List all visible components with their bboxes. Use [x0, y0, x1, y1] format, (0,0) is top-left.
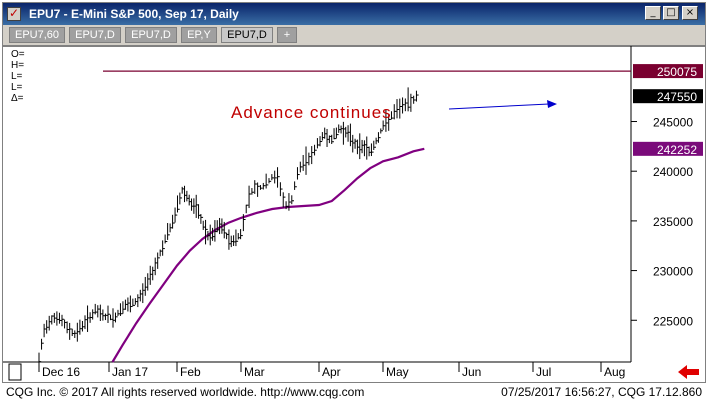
tab-ep-y[interactable]: EP,Y: [181, 27, 217, 43]
x-tick-label: Feb: [180, 365, 201, 379]
ohlc-change-label: Δ=: [11, 93, 24, 104]
price-flag: [633, 64, 703, 79]
ohlc-high-label: H=: [11, 60, 24, 71]
title-bar[interactable]: ✓ EPU7 - E-Mini S&P 500, Sep 17, Daily _…: [3, 3, 705, 25]
annotation-arrow-line: [448, 103, 550, 110]
add-tab-button[interactable]: +: [277, 27, 297, 43]
y-tick-label: 225000: [653, 314, 693, 328]
tab-epu7-d-1[interactable]: EPU7,D: [69, 27, 121, 43]
x-tick-label: Jun: [462, 365, 481, 379]
arrow-left-icon[interactable]: [678, 365, 699, 379]
restore-button[interactable]: □: [663, 6, 679, 20]
x-tick-label: Mar: [244, 365, 265, 379]
ohlc-open-label: O=: [11, 49, 25, 60]
chart-area[interactable]: O= H= L= L= Δ= Dec 16 Jan 17 Feb Mar Apr May J…: [3, 45, 705, 383]
x-tick-label: May: [386, 365, 409, 379]
tab-bar: EPU7,60 EPU7,D EPU7,D EP,Y EPU7,D +: [3, 25, 705, 46]
y-tick-label: 245000: [653, 116, 693, 130]
annotation-text: Advance continues: [231, 103, 392, 122]
price-chart: O= H= L= L= Δ= Dec 16 Jan 17 Feb Mar Apr May J…: [3, 45, 705, 381]
x-tick-label: Dec 16: [42, 365, 80, 379]
ohlc-low-label: L=: [11, 71, 23, 82]
x-tick-label: Aug: [604, 365, 625, 379]
annotation-arrow-head: [547, 100, 557, 108]
moving-average-line: [111, 147, 425, 363]
x-tick-label: Apr: [322, 365, 341, 379]
price-flag-label: 242252: [657, 143, 697, 157]
timestamp-text: 07/25/2017 16:56:27, CQG 17.12.860: [501, 385, 702, 399]
app-icon[interactable]: ✓: [7, 6, 21, 21]
ohlc-last-label: L=: [11, 82, 23, 93]
tab-epu7-60[interactable]: EPU7,60: [9, 27, 65, 43]
tab-epu7-d-2[interactable]: EPU7,D: [125, 27, 177, 43]
price-flag: [633, 141, 703, 156]
scroll-box[interactable]: [8, 363, 22, 381]
x-tick-label: Jul: [536, 365, 551, 379]
price-flag-label: 250075: [657, 65, 697, 79]
checkmark-icon: ✓: [9, 6, 20, 20]
ohlc-readout: O= H= L= L= Δ=: [11, 49, 25, 104]
y-tick-label: 230000: [653, 265, 693, 279]
y-tick-label: 240000: [653, 165, 693, 179]
close-button[interactable]: ×: [682, 6, 698, 20]
chart-window: ✓ EPU7 - E-Mini S&P 500, Sep 17, Daily _…: [2, 2, 706, 383]
footer: CQG Inc. © 2017 All rights reserved worl…: [0, 385, 708, 401]
y-tick-label: 235000: [653, 215, 693, 229]
x-tick-label: Jan 17: [112, 365, 148, 379]
price-flag-label: 247550: [657, 90, 697, 104]
tab-epu7-d-active[interactable]: EPU7,D: [221, 27, 273, 43]
price-flag: [633, 89, 703, 104]
copyright-text: CQG Inc. © 2017 All rights reserved worl…: [6, 385, 365, 399]
window-title: EPU7 - E-Mini S&P 500, Sep 17, Daily: [29, 7, 239, 21]
minimize-button[interactable]: _: [645, 6, 661, 20]
